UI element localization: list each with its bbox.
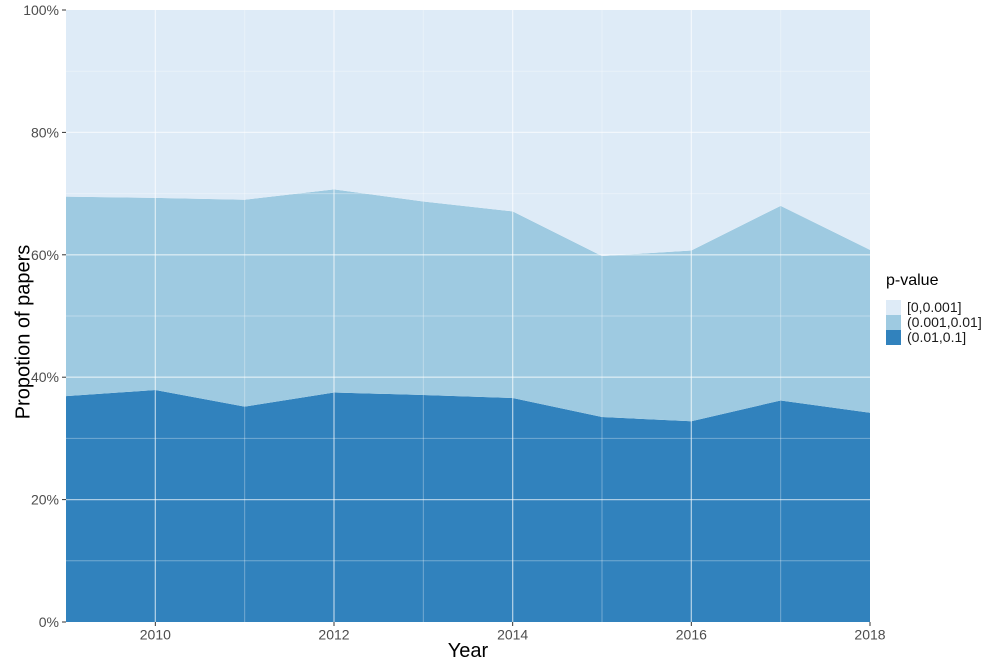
y-tick-label: 40%: [31, 369, 59, 385]
legend-item: (0.001,0.01]: [886, 315, 982, 330]
legend-title: p-value: [886, 272, 939, 289]
x-tick-label: 2014: [497, 626, 528, 642]
legend: p-value [0,0.001] (0.001,0.01] (0.01,0.1]: [886, 272, 982, 345]
legend-key-swatch: [886, 300, 901, 315]
y-tick-label: 80%: [31, 124, 59, 140]
legend-item: [0,0.001]: [886, 300, 982, 315]
y-axis-title-text: Propotion of papers: [12, 244, 35, 420]
legend-items: [0,0.001] (0.001,0.01] (0.01,0.1]: [886, 300, 982, 345]
y-tick-label: 20%: [31, 492, 59, 508]
x-axis-title: Year: [447, 640, 489, 662]
area-band-(0.01,0.1]: [66, 390, 870, 622]
legend-item-label: [0,0.001]: [907, 299, 962, 315]
legend-item: (0.01,0.1]: [886, 330, 982, 345]
area-band-(0.001,0.01]: [66, 189, 870, 422]
legend-item-label: (0.001,0.01]: [907, 314, 982, 330]
x-tick-label: 2016: [676, 626, 707, 642]
x-tick-label: 2010: [140, 626, 171, 642]
x-tick-label: 2018: [854, 626, 885, 642]
x-tick-label: 2012: [318, 626, 349, 642]
y-tick-label: 0%: [39, 614, 59, 630]
legend-item-label: (0.01,0.1]: [907, 329, 967, 345]
y-tick-label: 60%: [31, 247, 59, 263]
legend-key-swatch: [886, 315, 901, 330]
legend-key-swatch: [886, 330, 901, 345]
y-tick-label: 100%: [23, 2, 59, 18]
